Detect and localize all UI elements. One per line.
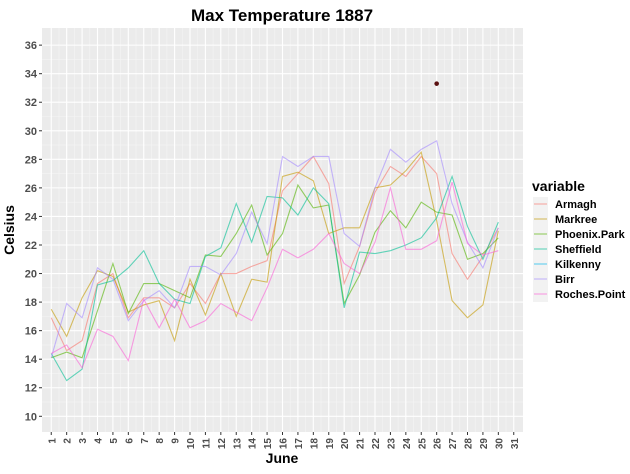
y-tick-label: 14 xyxy=(25,354,38,366)
x-tick-label: 24 xyxy=(402,438,413,450)
x-tick-label: 8 xyxy=(155,438,166,444)
x-tick-label: 30 xyxy=(494,438,505,450)
x-tick-label: 16 xyxy=(279,438,290,450)
legend: Armagh Markree Phoenix.Park Sheffield Kilken… xyxy=(533,197,626,302)
x-tick-label: 13 xyxy=(232,438,243,450)
x-tick-label: 14 xyxy=(248,438,259,450)
x-tick-label: 27 xyxy=(448,438,459,450)
legend-label: Sheffield xyxy=(555,244,601,256)
x-tick-label: 6 xyxy=(124,438,135,444)
data-point xyxy=(434,81,439,86)
x-tick-label: 20 xyxy=(340,438,351,450)
x-tick-label: 19 xyxy=(325,438,336,450)
y-tick-label: 24 xyxy=(25,211,38,223)
x-tick-label: 26 xyxy=(433,438,444,450)
legend-title: variable xyxy=(532,178,585,194)
x-axis-ticks: 1 2 3 4 5 6 7 8 9 10 11 12 13 14 15 16 17 18 19 20 21 22 23 24 2… xyxy=(47,432,521,449)
series-line-phoenix-park xyxy=(51,183,499,359)
x-tick-label: 12 xyxy=(217,438,228,450)
legend-label: Kilkenny xyxy=(555,259,602,271)
x-tick-label: 29 xyxy=(479,438,490,450)
points xyxy=(434,81,439,86)
y-tick-label: 36 xyxy=(25,40,37,52)
y-tick-label: 26 xyxy=(25,183,37,195)
x-tick-label: 25 xyxy=(417,438,428,450)
y-tick-label: 20 xyxy=(25,269,37,281)
x-tick-label: 3 xyxy=(78,438,89,444)
y-tick-label: 32 xyxy=(25,97,37,109)
x-tick-label: 23 xyxy=(386,438,397,450)
x-tick-label: 4 xyxy=(94,438,105,444)
series-line-birr xyxy=(50,139,499,358)
series-line-roches-point xyxy=(50,182,499,369)
x-axis-label: June xyxy=(266,450,299,466)
y-tick-label: 28 xyxy=(25,154,37,166)
x-tick-label: 9 xyxy=(171,438,182,444)
legend-label: Phoenix.Park xyxy=(555,229,626,241)
x-tick-label: 15 xyxy=(263,438,274,450)
y-tick-label: 12 xyxy=(25,383,37,395)
x-tick-label: 1 xyxy=(47,438,58,444)
legend-label: Birr xyxy=(555,274,575,286)
x-tick-label: 11 xyxy=(201,438,212,449)
x-tick-label: 5 xyxy=(109,438,120,444)
y-axis-ticks: 10 12 14 16 18 20 22 24 26 28 30 32 34 36 xyxy=(25,40,42,423)
legend-label: Roches.Point xyxy=(555,289,626,301)
y-tick-label: 10 xyxy=(25,411,37,423)
x-tick-label: 10 xyxy=(186,438,197,450)
y-tick-label: 34 xyxy=(25,69,38,81)
gridlines xyxy=(42,28,523,432)
legend-label: Markree xyxy=(555,214,597,226)
x-tick-label: 31 xyxy=(510,438,521,450)
y-tick-label: 30 xyxy=(25,126,37,138)
chart-title: Max Temperature 1887 xyxy=(191,6,373,25)
series-lines xyxy=(50,139,499,382)
x-tick-label: 17 xyxy=(294,438,305,450)
y-tick-label: 18 xyxy=(25,297,37,309)
y-axis-label: Celsius xyxy=(1,205,17,255)
x-tick-label: 28 xyxy=(464,438,475,450)
x-tick-label: 7 xyxy=(140,438,151,444)
y-tick-label: 16 xyxy=(25,326,37,338)
x-tick-label: 21 xyxy=(356,438,367,450)
x-tick-label: 2 xyxy=(63,438,74,444)
legend-label: Armagh xyxy=(555,199,597,211)
y-tick-label: 22 xyxy=(25,240,37,252)
x-tick-label: 22 xyxy=(371,438,382,450)
x-tick-label: 18 xyxy=(309,438,320,450)
